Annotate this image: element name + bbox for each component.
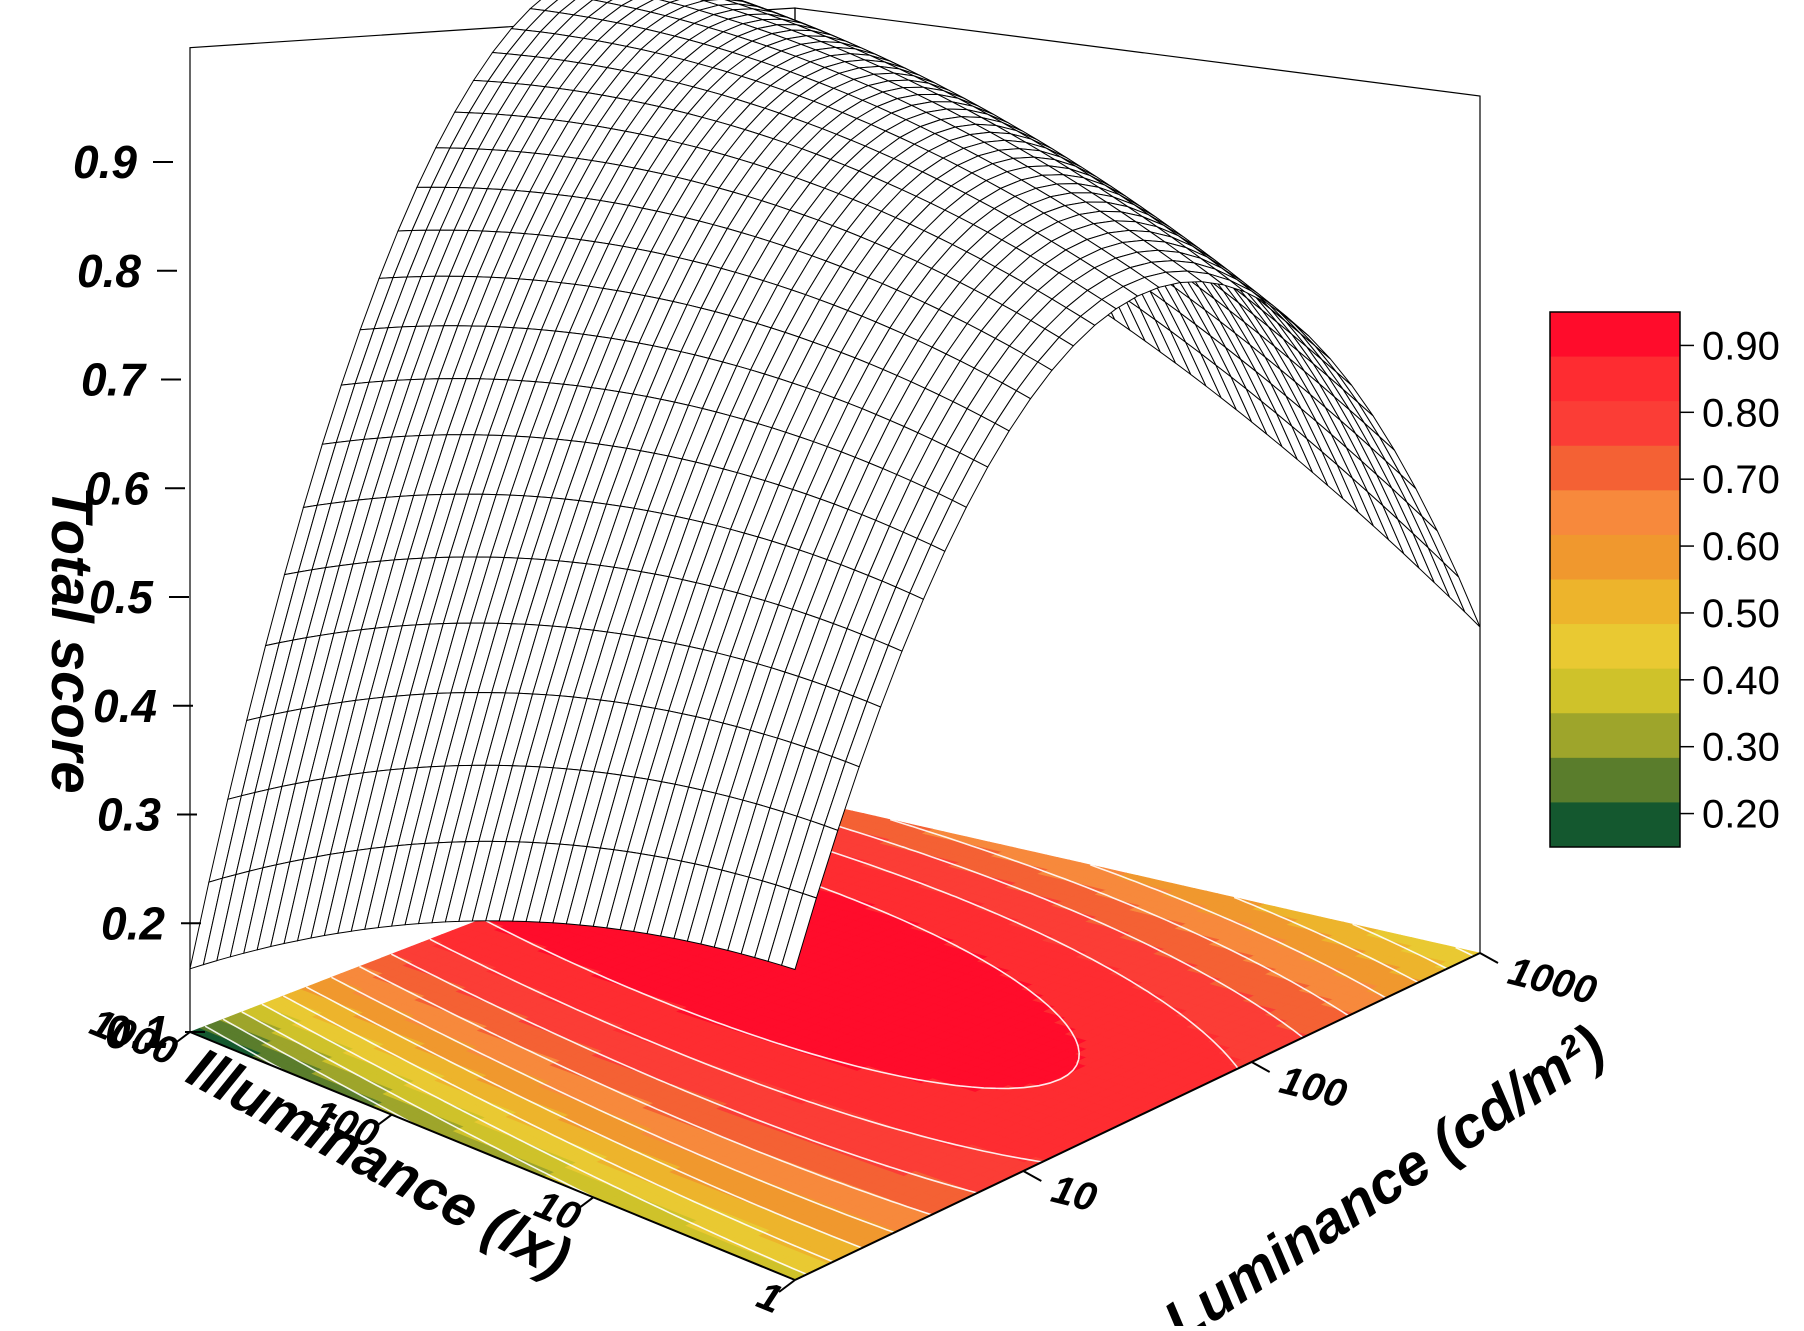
colorbar-band	[1550, 357, 1680, 402]
x-tick-label: 1	[751, 1273, 788, 1322]
colorbar-band	[1550, 446, 1680, 491]
colorbar-tick-label: 0.60	[1702, 525, 1780, 569]
colorbar-band	[1550, 312, 1680, 357]
z-tick-label: 0.8	[77, 245, 141, 297]
colorbar-band	[1550, 580, 1680, 625]
colorbar: 0.90 0.80 0.70 0.60 0.50 0.40 0.30 0.20	[1550, 312, 1780, 848]
colorbar-tick-label: 0.20	[1702, 793, 1780, 837]
colorbar-band	[1550, 758, 1680, 803]
colorbar-band	[1550, 535, 1680, 580]
y-tick-label: 1000	[1504, 949, 1601, 1013]
colorbar-tick-label: 0.80	[1702, 391, 1780, 435]
colorbar-tick-label: 0.50	[1702, 592, 1780, 636]
y-tick-mark	[1480, 953, 1498, 963]
z-axis-label: Total score	[39, 486, 104, 793]
z-tick-label: 0.2	[101, 897, 165, 949]
colorbar-tick-label: 0.40	[1702, 659, 1780, 703]
colorbar-tick-label: 0.30	[1702, 726, 1780, 770]
z-tick-label: 0.7	[81, 354, 147, 406]
colorbar-band	[1550, 624, 1680, 669]
y-tick-label: 100	[1275, 1058, 1350, 1117]
y-tick-mark	[1252, 1062, 1270, 1072]
y-tick-mark	[1023, 1171, 1041, 1181]
colorbar-band	[1550, 401, 1680, 446]
colorbar-tick-label: 0.90	[1702, 324, 1780, 368]
colorbar-tick-label: 0.70	[1702, 458, 1780, 502]
colorbar-band	[1550, 490, 1680, 535]
y-tick-label: 10	[1047, 1167, 1101, 1220]
colorbar-band	[1550, 802, 1680, 847]
colorbar-band	[1550, 713, 1680, 758]
colorbar-band	[1550, 669, 1680, 714]
z-tick-label: 0.9	[73, 136, 137, 188]
z-tick-label: 0.3	[97, 789, 161, 841]
surface-mesh	[190, 0, 1480, 970]
